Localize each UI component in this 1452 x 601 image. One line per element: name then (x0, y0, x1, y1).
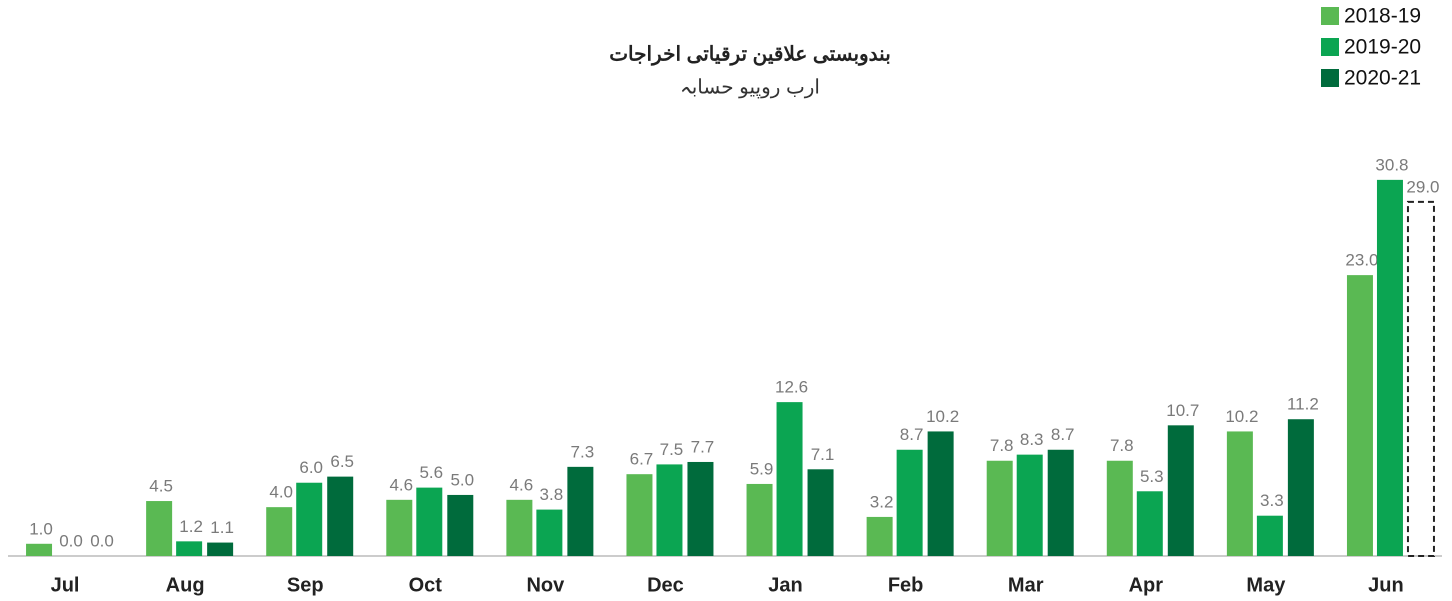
data-label: 8.3 (1020, 430, 1044, 449)
chart-subtitle: ارب روپیو حسابہ (680, 76, 820, 98)
legend-label: 2018-19 (1344, 5, 1421, 28)
bar (687, 461, 714, 556)
data-label: 10.7 (1166, 401, 1199, 420)
data-label: 7.3 (571, 442, 595, 461)
data-label: 3.2 (870, 492, 894, 511)
bar (1376, 179, 1403, 556)
data-label: 0.0 (90, 531, 114, 550)
bar (386, 499, 413, 556)
data-label: 30.8 (1375, 155, 1408, 174)
x-tick-label: Jan (768, 574, 802, 596)
chart-title: بندوبستی علاقین ترقیاتی اخراجات (609, 43, 891, 66)
bar (176, 541, 203, 556)
legend-swatch (1321, 38, 1339, 56)
bar (416, 487, 443, 556)
data-label: 3.8 (540, 485, 564, 504)
bar (266, 507, 293, 556)
bar (1287, 419, 1314, 556)
data-label: 3.3 (1260, 491, 1284, 510)
bar (896, 449, 923, 556)
data-label: 6.5 (330, 452, 354, 471)
bar (207, 542, 234, 556)
bar (1016, 454, 1043, 556)
data-label: 8.7 (1051, 425, 1075, 444)
bar (536, 509, 563, 556)
x-tick-label: Sep (287, 574, 324, 596)
bar (1226, 431, 1253, 556)
bar (656, 464, 683, 556)
data-label: 6.0 (299, 458, 323, 477)
x-tick-label: Jun (1368, 574, 1404, 596)
bar (626, 474, 653, 556)
x-tick-label: Oct (409, 574, 443, 596)
data-label: 8.7 (900, 425, 924, 444)
bar-projected (1406, 200, 1435, 557)
bar (506, 499, 533, 556)
data-label: 0.0 (59, 531, 83, 550)
data-label: 1.2 (179, 517, 203, 536)
data-label: 23.0 (1345, 251, 1378, 270)
data-label: 7.7 (691, 437, 715, 456)
x-tick-label: Apr (1129, 574, 1164, 596)
bar (1136, 491, 1163, 556)
data-label: 5.3 (1140, 467, 1164, 486)
data-label: 29.0 (1406, 177, 1439, 196)
data-label: 4.6 (389, 475, 413, 494)
x-tick-label: Dec (647, 574, 684, 596)
x-tick-label: Jul (51, 574, 80, 596)
bar (807, 469, 834, 556)
legend-swatch (1321, 69, 1339, 87)
bar (1047, 449, 1074, 556)
data-label: 4.0 (269, 483, 293, 502)
data-label: 5.0 (450, 470, 474, 489)
data-label: 7.8 (1110, 436, 1134, 455)
bar (1167, 425, 1194, 556)
data-label: 7.8 (990, 436, 1014, 455)
x-tick-label: Aug (166, 574, 205, 596)
bar (776, 402, 803, 556)
data-label: 4.5 (149, 477, 173, 496)
bar (927, 431, 954, 556)
data-label: 1.1 (210, 518, 234, 537)
bar (1346, 275, 1373, 556)
bar (986, 460, 1013, 556)
x-tick-label: May (1246, 574, 1286, 596)
data-label: 11.2 (1287, 395, 1319, 414)
x-tick-label: Feb (888, 574, 924, 596)
data-label: 5.6 (419, 463, 443, 482)
data-label: 1.0 (29, 519, 53, 538)
data-label: 10.2 (926, 407, 959, 426)
bar (866, 516, 893, 556)
legend-label: 2019-20 (1344, 36, 1421, 59)
data-label: 5.9 (750, 459, 774, 478)
data-label: 6.7 (630, 450, 654, 469)
data-label: 7.1 (811, 445, 835, 464)
data-label: 4.6 (510, 475, 534, 494)
legend-label: 2020-21 (1344, 67, 1421, 90)
legend-swatch (1321, 7, 1339, 25)
data-label: 10.2 (1225, 407, 1258, 426)
data-label: 12.6 (775, 378, 808, 397)
bar (26, 543, 53, 556)
bar (1106, 460, 1133, 556)
bar (327, 476, 354, 556)
data-label: 7.5 (660, 440, 684, 459)
bar (447, 494, 474, 556)
bar (567, 466, 594, 556)
bar (746, 483, 773, 556)
bar (1256, 515, 1283, 556)
x-tick-label: Nov (526, 574, 565, 596)
x-tick-label: Mar (1008, 574, 1044, 596)
bar (296, 482, 323, 556)
bar (146, 501, 173, 556)
